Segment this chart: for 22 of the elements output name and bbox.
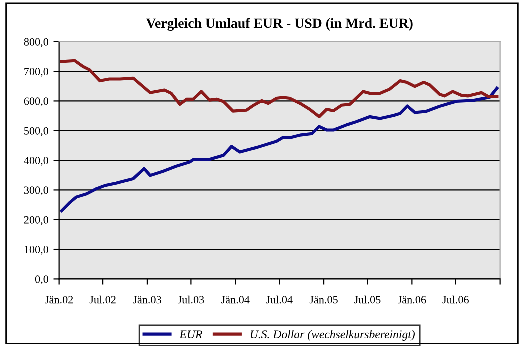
y-tick-label: 800,0: [24, 38, 48, 48]
y-tick-label: 700,0: [24, 68, 48, 78]
x-tick-label: Jul.02: [90, 296, 116, 304]
x-tick-label: Jän.06: [398, 296, 426, 304]
y-tick-label: 400,0: [24, 157, 48, 166]
x-tick-label: Jul.03: [178, 296, 204, 304]
x-tick-label: Jän.04: [222, 296, 250, 304]
x-tick-label: Jän.03: [133, 296, 162, 304]
x-tick-label: Jän.02: [45, 296, 74, 304]
y-tick-label: 100,0: [24, 246, 48, 256]
y-tick-label: 300,0: [24, 186, 48, 196]
x-tick-label: Jul.06: [442, 296, 469, 304]
y-tick-label: 500,0: [24, 127, 48, 136]
legend-label: U.S. Dollar (wechselkursbereinigt): [250, 330, 415, 341]
x-tick-label: Jän.05: [310, 296, 338, 304]
chart-title: Vergleich Umlauf EUR - USD (in Mrd. EUR): [146, 18, 413, 32]
y-tick-label: 200,0: [24, 216, 48, 226]
legend-label: EUR: [180, 330, 202, 339]
x-tick-label: Jul.05: [354, 296, 381, 304]
x-tick-label: Jul.04: [266, 296, 293, 304]
y-tick-label: 0,0: [35, 276, 48, 285]
y-tick-label: 600,0: [24, 98, 48, 107]
